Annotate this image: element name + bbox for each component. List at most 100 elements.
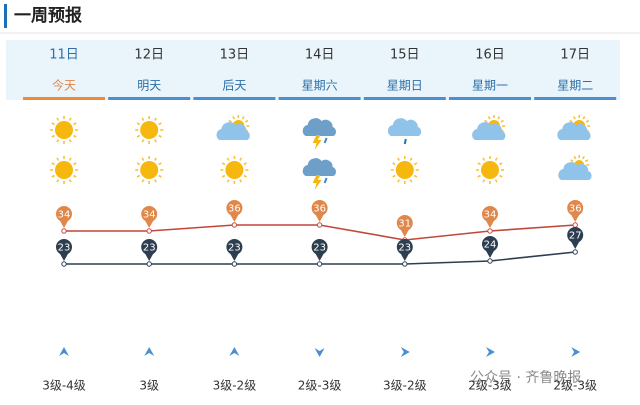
sun-ray: [584, 159, 589, 163]
weather-icon: [135, 116, 164, 144]
weather-icon: [302, 158, 336, 190]
sun-ray: [68, 117, 72, 121]
wind-arrow-shape: [571, 347, 581, 357]
temperature-dot: [402, 261, 408, 267]
wind-level: 2级-3级: [298, 379, 342, 393]
sun-ray: [136, 174, 141, 178]
sun-ray: [73, 134, 77, 138]
weather-icon: [387, 118, 422, 145]
temperature-pin-head: [482, 206, 498, 222]
cloud: [472, 122, 506, 140]
sun-ray: [141, 157, 145, 161]
sun-ray: [487, 116, 491, 120]
sun-ray: [477, 162, 481, 166]
wind-arrow: [229, 347, 240, 356]
temperature-pin-head: [56, 206, 72, 222]
sun-ray: [51, 174, 55, 178]
sun-ray: [56, 117, 60, 121]
cloud: [302, 118, 336, 136]
wind-arrow: [400, 347, 410, 357]
temperature-pin-head: [56, 239, 72, 255]
sun-ray: [392, 174, 396, 178]
wind-arrow-shape: [144, 347, 155, 356]
sun-ray: [582, 116, 586, 120]
tab-bar: [6, 40, 620, 100]
date-label: 15日: [390, 48, 420, 63]
temperature-dot: [146, 228, 152, 234]
sun-ray: [51, 162, 55, 166]
sun-ray: [141, 117, 145, 121]
wind-arrow: [144, 347, 155, 356]
sun-disc: [225, 161, 244, 179]
weather-icon: [135, 156, 164, 184]
sun-ray: [158, 134, 162, 138]
temperature-pin-head: [311, 239, 328, 255]
sun-ray: [136, 122, 141, 126]
sun-ray: [497, 116, 501, 120]
temperature-pin-head: [226, 239, 243, 255]
rain-drop: [403, 138, 407, 145]
temperature-dot: [316, 222, 323, 228]
wind-level: 2级-3级: [468, 379, 512, 393]
sun-ray: [73, 174, 77, 178]
sun-ray: [244, 119, 249, 123]
sun-ray: [494, 157, 498, 161]
temperature-pin-head: [567, 227, 584, 243]
temperature-label: 36: [228, 204, 241, 215]
weather-icon: [476, 156, 504, 184]
temperature-pin-head: [396, 215, 413, 231]
sun-ray: [68, 157, 72, 161]
temperature-dot: [231, 261, 238, 267]
sun-ray: [500, 119, 504, 123]
wind-level: 3级-2级: [213, 379, 257, 393]
sun-ray: [141, 139, 145, 143]
sun-ray: [154, 117, 157, 121]
cloud: [387, 118, 422, 136]
wind-level: 3级-2级: [383, 379, 427, 393]
tab-underline: [278, 97, 361, 100]
sun-ray: [573, 155, 577, 160]
temperature-label: 34: [484, 210, 497, 221]
tab-underline: [363, 97, 446, 100]
tab-underline: [23, 97, 105, 100]
temperature-dot: [487, 228, 493, 234]
day-name: 星期二: [557, 79, 593, 93]
sun-ray: [484, 119, 488, 123]
date-label: 11日: [49, 48, 79, 63]
sun-ray: [569, 119, 573, 123]
sun-ray: [158, 174, 162, 178]
sun-ray: [221, 162, 226, 166]
sun-ray: [154, 139, 157, 143]
day-name: 星期六: [302, 79, 338, 93]
temperature-label: 36: [569, 204, 582, 215]
temperature-dot: [231, 222, 238, 228]
sun-ray: [573, 116, 576, 120]
sun-ray: [158, 122, 162, 126]
sun-ray: [482, 179, 486, 183]
sun-ray: [158, 162, 162, 166]
sun-ray: [56, 179, 60, 183]
sun-ray: [243, 174, 247, 178]
temperature-pin-head: [482, 236, 498, 252]
wind-arrow-shape: [400, 347, 410, 357]
sun-ray: [413, 174, 418, 178]
tab-underline: [449, 97, 531, 100]
sun-ray: [241, 116, 245, 120]
rain-drop: [323, 137, 328, 144]
sun-ray: [228, 119, 232, 123]
wind-arrow: [59, 347, 69, 356]
wind-level: 3级-4级: [42, 379, 86, 393]
wind-level: 3级: [139, 379, 159, 393]
sun-ray: [56, 139, 60, 143]
sun-ray: [232, 116, 236, 120]
day-name: 后天: [222, 79, 246, 93]
temperature-label: 23: [58, 243, 71, 254]
sun-ray: [477, 174, 481, 178]
temperature-dot: [61, 228, 67, 234]
wind-arrow: [314, 348, 325, 357]
weather-icon: [557, 115, 591, 140]
weather-icon: [390, 156, 419, 184]
weather-icon: [50, 156, 78, 184]
wind-arrow: [571, 347, 581, 357]
